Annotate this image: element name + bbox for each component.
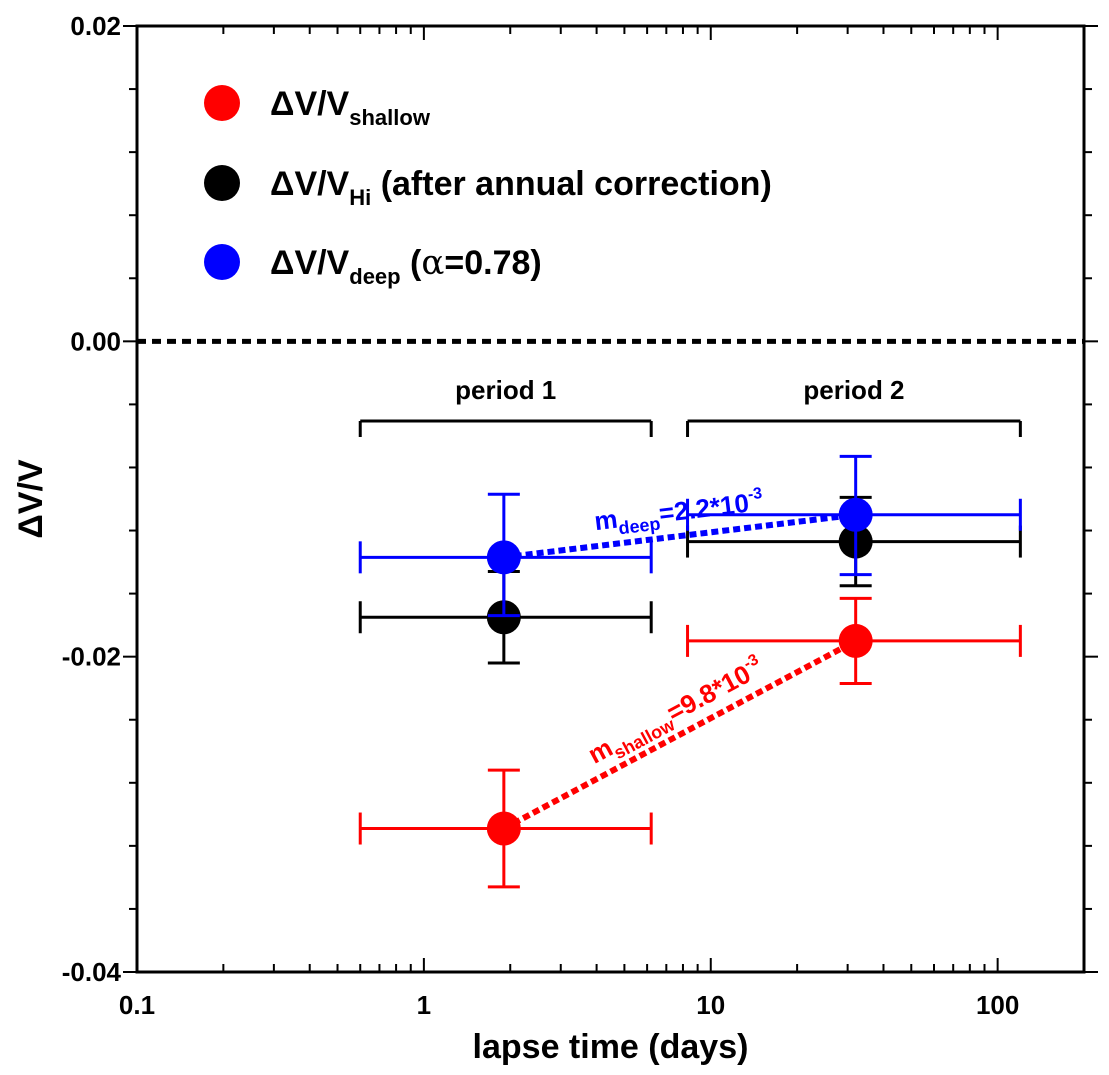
series-shallow-errorbars bbox=[358, 596, 1022, 889]
legend-entry-shallow: ΔV/Vshallow bbox=[204, 85, 431, 130]
legend-label-deep: ΔV/Vdeep (α=0.78) bbox=[270, 243, 542, 289]
legend-label-shallow: ΔV/Vshallow bbox=[270, 85, 431, 130]
x-tick-label: 10 bbox=[696, 990, 725, 1020]
x-axis-label: lapse time (days) bbox=[473, 1028, 749, 1066]
x-tick-label: 100 bbox=[976, 990, 1019, 1020]
y-tick-label: -0.04 bbox=[62, 957, 122, 987]
period-bracket-2: period 2 bbox=[686, 375, 1022, 437]
legend-entry-hi: ΔV/VHi (after annual correction) bbox=[204, 165, 772, 210]
period-label: period 2 bbox=[803, 375, 904, 405]
slope-line-deep bbox=[503, 511, 857, 561]
y-axis-label: ΔV/V bbox=[12, 459, 50, 539]
deep-point-1 bbox=[486, 540, 521, 575]
legend-label-hi: ΔV/VHi (after annual correction) bbox=[270, 165, 772, 210]
slope-label-deep: mdeep=2.2*10-3 bbox=[593, 485, 766, 541]
x-tick-label: 0.1 bbox=[119, 990, 155, 1020]
y-tick-label: 0.02 bbox=[70, 11, 121, 41]
shallow-point-1 bbox=[486, 811, 521, 846]
period-label: period 1 bbox=[455, 375, 556, 405]
slope-line-shallow bbox=[502, 638, 858, 832]
legend-marker-hi bbox=[204, 165, 240, 201]
legend-marker-shallow bbox=[204, 85, 240, 121]
hi-point-1 bbox=[486, 600, 521, 635]
legend-marker-deep bbox=[204, 244, 240, 280]
x-tick-label: 1 bbox=[417, 990, 431, 1020]
y-tick-label: -0.02 bbox=[62, 642, 121, 672]
slope-label-shallow: mshallow=9.8*10-3 bbox=[583, 651, 771, 774]
period-bracket-1: period 1 bbox=[358, 375, 653, 437]
y-tick-label: 0.00 bbox=[70, 326, 121, 356]
plot-frame bbox=[135, 24, 1086, 974]
legend-entry-deep: ΔV/Vdeep (α=0.78) bbox=[204, 243, 542, 289]
